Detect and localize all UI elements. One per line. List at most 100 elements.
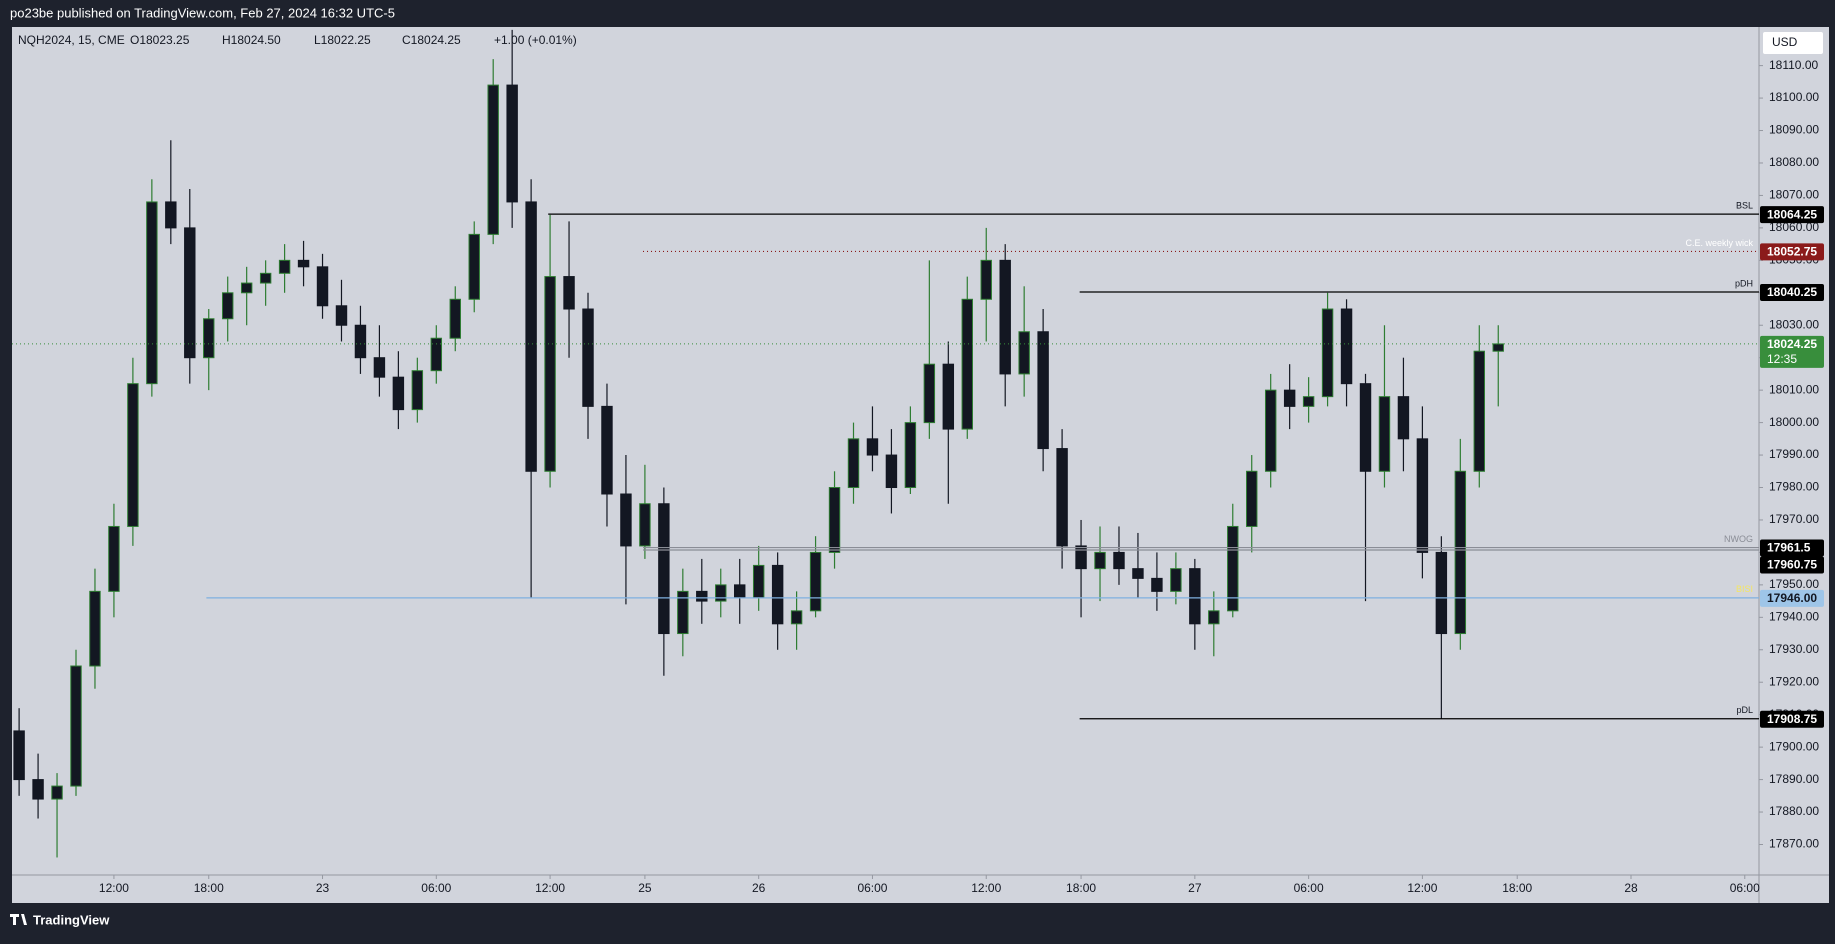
- y-tick-label: 17890.00: [1769, 772, 1819, 786]
- x-tick-label: 06:00: [421, 881, 451, 895]
- candle-body: [639, 503, 651, 547]
- candle-body: [1378, 396, 1391, 472]
- candle-body: [51, 785, 63, 800]
- candle-body: [1246, 470, 1258, 527]
- price-label: 18064.25: [1767, 207, 1817, 221]
- price-label: 17960.75: [1767, 558, 1817, 572]
- price-label-box: [1760, 539, 1824, 557]
- candle-body: [127, 383, 139, 527]
- level-name: NWOG: [1724, 534, 1753, 544]
- y-tick-label: 17970.00: [1769, 512, 1819, 526]
- candle-body: [221, 292, 234, 320]
- y-tick-label: 18030.00: [1769, 317, 1819, 331]
- plot-area: BSL C.E. weekly wick pDH NWOG BISI pDL: [12, 29, 1759, 858]
- legend: NQH2024, 15, CME O18023.25 H18024.50 L18…: [18, 33, 577, 47]
- candle-body: [146, 201, 158, 385]
- candle-body: [1018, 331, 1030, 375]
- x-tick-label: 23: [316, 881, 330, 895]
- price-label-box: [1760, 589, 1824, 607]
- candle-body: [1359, 383, 1372, 472]
- x-tick-label: 12:00: [971, 881, 1001, 895]
- candle-body: [1208, 610, 1220, 625]
- candle-body: [240, 282, 253, 294]
- candle-body: [942, 363, 955, 430]
- y-tick-label: 18010.00: [1769, 382, 1819, 396]
- candle-body: [259, 272, 272, 284]
- last-price-box: [1760, 335, 1824, 368]
- candle-body: [1302, 396, 1315, 407]
- y-tick-label: 17950.00: [1769, 577, 1819, 591]
- price-label: 17946.00: [1767, 591, 1817, 605]
- candle-body: [278, 259, 291, 274]
- price-label-box: [1760, 283, 1824, 301]
- legend-symbol: NQH2024, 15, CME: [18, 33, 125, 47]
- candle-body: [1454, 470, 1467, 635]
- candle-body: [1397, 396, 1410, 440]
- price-label: 18040.25: [1767, 285, 1817, 299]
- candle-body: [696, 590, 708, 602]
- y-tick-label: 18060.00: [1769, 220, 1819, 234]
- y-tick-label: 18100.00: [1769, 90, 1819, 104]
- y-tick-label: 17990.00: [1769, 447, 1819, 461]
- x-tick-label: 18:00: [194, 881, 224, 895]
- y-tick-label: 18090.00: [1769, 123, 1819, 137]
- y-tick-label: 18080.00: [1769, 155, 1819, 169]
- x-tick-label: 25: [638, 881, 652, 895]
- candle-body: [715, 584, 727, 602]
- candle-body: [1264, 389, 1277, 472]
- currency-button[interactable]: [1763, 32, 1823, 54]
- candle-body: [1492, 343, 1504, 352]
- y-tick-label: 18000.00: [1769, 415, 1819, 429]
- x-tick-label: 18:00: [1066, 881, 1096, 895]
- candle-body: [1189, 568, 1201, 625]
- level-name: BISI: [1736, 584, 1753, 594]
- price-label-box: [1760, 710, 1824, 728]
- candle-body: [620, 493, 632, 547]
- candle-body: [885, 454, 898, 489]
- candle-body: [1321, 308, 1334, 398]
- candle-body: [866, 438, 879, 456]
- candle-body: [316, 266, 329, 307]
- y-tick-label: 17930.00: [1769, 642, 1819, 656]
- x-tick-label: 26: [752, 881, 766, 895]
- candle-body: [449, 298, 461, 339]
- candle-body: [297, 259, 310, 268]
- legend-open: O18023.25: [130, 33, 190, 47]
- candle-body: [1132, 568, 1144, 579]
- candle-body: [828, 487, 841, 553]
- candle-body: [601, 405, 613, 495]
- candle-body: [809, 551, 822, 612]
- legend-high: H18024.50: [222, 33, 281, 47]
- y-tick-label: 18070.00: [1769, 188, 1819, 202]
- candle-body: [1170, 568, 1182, 592]
- candle-body: [999, 259, 1011, 375]
- candle-body: [1056, 448, 1068, 547]
- y-tick-label: 17940.00: [1769, 609, 1819, 623]
- legend-low: L18022.25: [314, 33, 371, 47]
- candle-body: [354, 324, 367, 359]
- x-tick-label: 06:00: [1294, 881, 1324, 895]
- y-tick-label: 18110.00: [1769, 58, 1818, 72]
- level-name: C.E. weekly wick: [1685, 238, 1753, 248]
- candle-body: [468, 233, 480, 300]
- x-tick-label: 28: [1624, 881, 1638, 895]
- legend-close: C18024.25: [402, 33, 461, 47]
- y-tick-label: 17880.00: [1769, 804, 1819, 818]
- candle-body: [1094, 551, 1106, 570]
- countdown: 12:35: [1767, 352, 1797, 366]
- price-label: 18052.75: [1767, 245, 1817, 259]
- candle-body: [658, 503, 670, 635]
- candle-body: [392, 376, 405, 411]
- candle-body: [1416, 438, 1429, 553]
- x-tick-label: 12:00: [99, 881, 129, 895]
- brand: TradingView: [33, 912, 110, 927]
- candle-body: [165, 201, 177, 229]
- candle-body: [70, 665, 82, 787]
- candle-body: [1113, 551, 1125, 570]
- candle-body: [32, 779, 44, 800]
- level-name: pDL: [1736, 705, 1753, 715]
- currency[interactable]: USD: [1772, 35, 1798, 49]
- y-tick-label: 17870.00: [1769, 837, 1819, 851]
